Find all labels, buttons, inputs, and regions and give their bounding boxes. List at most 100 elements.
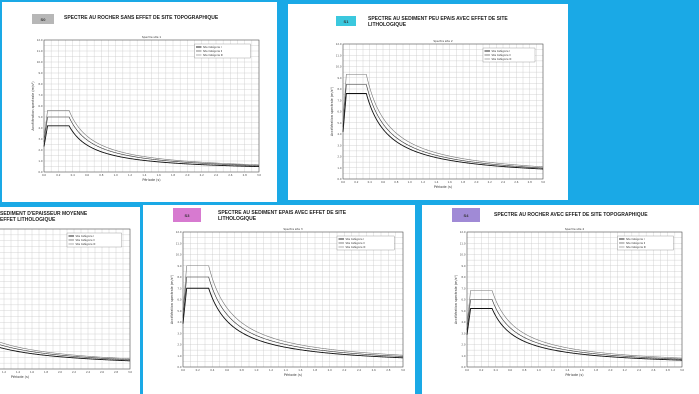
x-tick-label: 0.4: [71, 173, 75, 177]
series-line-1: [182, 287, 404, 359]
chart-title: Spectre site 3: [283, 227, 303, 231]
panel-spectrum-s1: S1 SPECTRE AU SEDIMENT PEU EPAIS AVEC EF…: [288, 4, 568, 200]
legend-label: Site Catégorie III: [626, 246, 646, 249]
x-tick-label: 2.6: [514, 180, 518, 184]
plot-frame: [342, 43, 544, 180]
x-tick-label: 1.6: [298, 368, 302, 372]
legend-label: Site Catégorie III: [492, 58, 512, 61]
y-tick-label: 12.0: [460, 230, 466, 234]
y-tick-label: 12.0: [37, 38, 43, 42]
y-tick-label: 4.0: [177, 320, 181, 324]
x-tick-label: 2.6: [100, 370, 104, 374]
x-tick-label: 1.6: [448, 180, 452, 184]
chart-s2: 0.00.20.40.60.81.01.21.41.61.82.02.22.42…: [0, 228, 132, 379]
x-tick-label: 2.8: [386, 368, 390, 372]
chart-s0: 0.0 0.2 0.4 0.6 0.8 1.0 1.2 1.4 1.6 1.8 2.0 2.2 2.4 2…: [31, 35, 261, 182]
x-tick-label: 2.6: [372, 368, 376, 372]
legend-box: [617, 235, 674, 251]
y-tick-label: 4.0: [38, 126, 42, 130]
panel-spectrum-s0: S0 SPECTRE AU ROCHER SANS EFFET DE SITE …: [2, 2, 277, 202]
series-line-2: [342, 84, 544, 169]
x-tick-label: 2.0: [328, 368, 332, 372]
x-tick-label: 0.8: [522, 368, 526, 372]
y-tick-label: 11.0: [336, 53, 342, 57]
x-tick-label: 2.8: [243, 173, 247, 177]
x-tick-label: 0.6: [225, 368, 229, 372]
x-tick-label: 2.0: [608, 368, 612, 372]
x-tick-label: 3.0: [128, 370, 132, 374]
legend-label: Site Catégorie III: [76, 243, 96, 246]
x-tick-label: 3.0: [401, 368, 405, 372]
x-axis-label: Période (s): [284, 373, 303, 377]
x-tick-label: 2.0: [474, 180, 478, 184]
series-line-2: [466, 299, 683, 360]
x-tick-label: 2.4: [214, 173, 218, 177]
x-tick-label: 0.8: [240, 368, 244, 372]
x-tick-label: 0.8: [394, 180, 398, 184]
x-tick-label: 2.6: [228, 173, 232, 177]
badge-s0: S0: [32, 14, 54, 24]
x-tick-label: 1.0: [408, 180, 412, 184]
chart-s3: 0.0 0.2 0.4 0.6 0.8 1.0 1.2 1.4 1.6 1.8 2.0 2.2 2.4 2…: [170, 227, 405, 377]
x-tick-label: 2.8: [528, 180, 532, 184]
plot-frame: [466, 231, 683, 368]
series-line-1: [0, 347, 131, 362]
x-tick-label: 0.0: [42, 173, 46, 177]
x-tick-label: 1.4: [16, 370, 20, 374]
plot-frame: [182, 231, 404, 368]
x-axis-label: Période (s): [142, 178, 161, 182]
x-tick-label: 2.2: [342, 368, 346, 372]
legend-label: Site Catégorie II: [626, 242, 645, 245]
x-tick-label: 1.0: [114, 173, 118, 177]
y-tick-label: 11.0: [37, 49, 43, 53]
x-tick-label: 1.8: [461, 180, 465, 184]
y-tick-label: 0.0: [461, 365, 465, 369]
x-axis-label: Période (s): [565, 373, 584, 377]
chart-title: Spectre site 2: [433, 39, 453, 43]
badge-s4: S4: [452, 208, 480, 222]
x-tick-label: 2.4: [86, 370, 90, 374]
legend-label: Site Catégorie II: [492, 54, 511, 57]
x-tick-label: 2.4: [357, 368, 361, 372]
legend-label: Site Catégorie III: [346, 246, 366, 249]
chart-s4: 0.0 0.2 0.4 0.6 0.8 1.0 1.2 1.4 1.6 1.8 2.0 2.2 2.4 2…: [454, 227, 684, 377]
x-tick-label: 1.6: [580, 368, 584, 372]
y-tick-label: 5.0: [337, 121, 341, 125]
y-tick-label: 0.0: [38, 170, 42, 174]
y-tick-label: 8.0: [38, 82, 42, 86]
plot-frame: [43, 39, 260, 173]
y-tick-label: 0.0: [177, 365, 181, 369]
y-tick-label: 11.0: [176, 241, 182, 245]
y-tick-label: 3.0: [177, 331, 181, 335]
series-line-3: [0, 341, 131, 360]
chart-title: Spectre site 4: [565, 227, 585, 231]
x-tick-label: 0.4: [494, 368, 498, 372]
x-tick-label: 0.6: [85, 173, 89, 177]
y-tick-label: 2.0: [337, 155, 341, 159]
legend-box: [336, 235, 395, 251]
x-axis-label: Période (s): [11, 375, 30, 379]
y-tick-label: 3.0: [38, 137, 42, 141]
y-tick-label: 11.0: [460, 241, 466, 245]
y-tick-label: 10.0: [176, 253, 182, 257]
x-tick-label: 0.8: [99, 173, 103, 177]
x-tick-label: 1.4: [434, 180, 438, 184]
x-tick-label: 2.8: [666, 368, 670, 372]
legend-label: Site Catégorie II: [203, 50, 222, 53]
x-tick-label: 0.0: [465, 368, 469, 372]
chart-title: Spectre site 1: [142, 35, 162, 39]
series-line-3: [43, 110, 260, 166]
x-tick-label: 1.8: [44, 370, 48, 374]
badge-s1: S1: [336, 16, 356, 26]
y-axis-label: Accélération spectrale (m/s²): [31, 81, 35, 131]
x-tick-label: 0.0: [181, 368, 185, 372]
y-tick-label: 9.0: [177, 264, 181, 268]
legend-label: Site Catégorie I: [203, 46, 222, 49]
panel-title: SPECTRE AU SEDIMENT PEU EPAIS AVEC EFFET…: [368, 16, 508, 28]
x-tick-label: 2.0: [58, 370, 62, 374]
series-line-2: [182, 276, 404, 357]
y-tick-label: 7.0: [38, 93, 42, 97]
x-tick-label: 2.2: [488, 180, 492, 184]
legend-label: Site Catégorie III: [203, 54, 223, 57]
y-tick-label: 2.0: [461, 343, 465, 347]
